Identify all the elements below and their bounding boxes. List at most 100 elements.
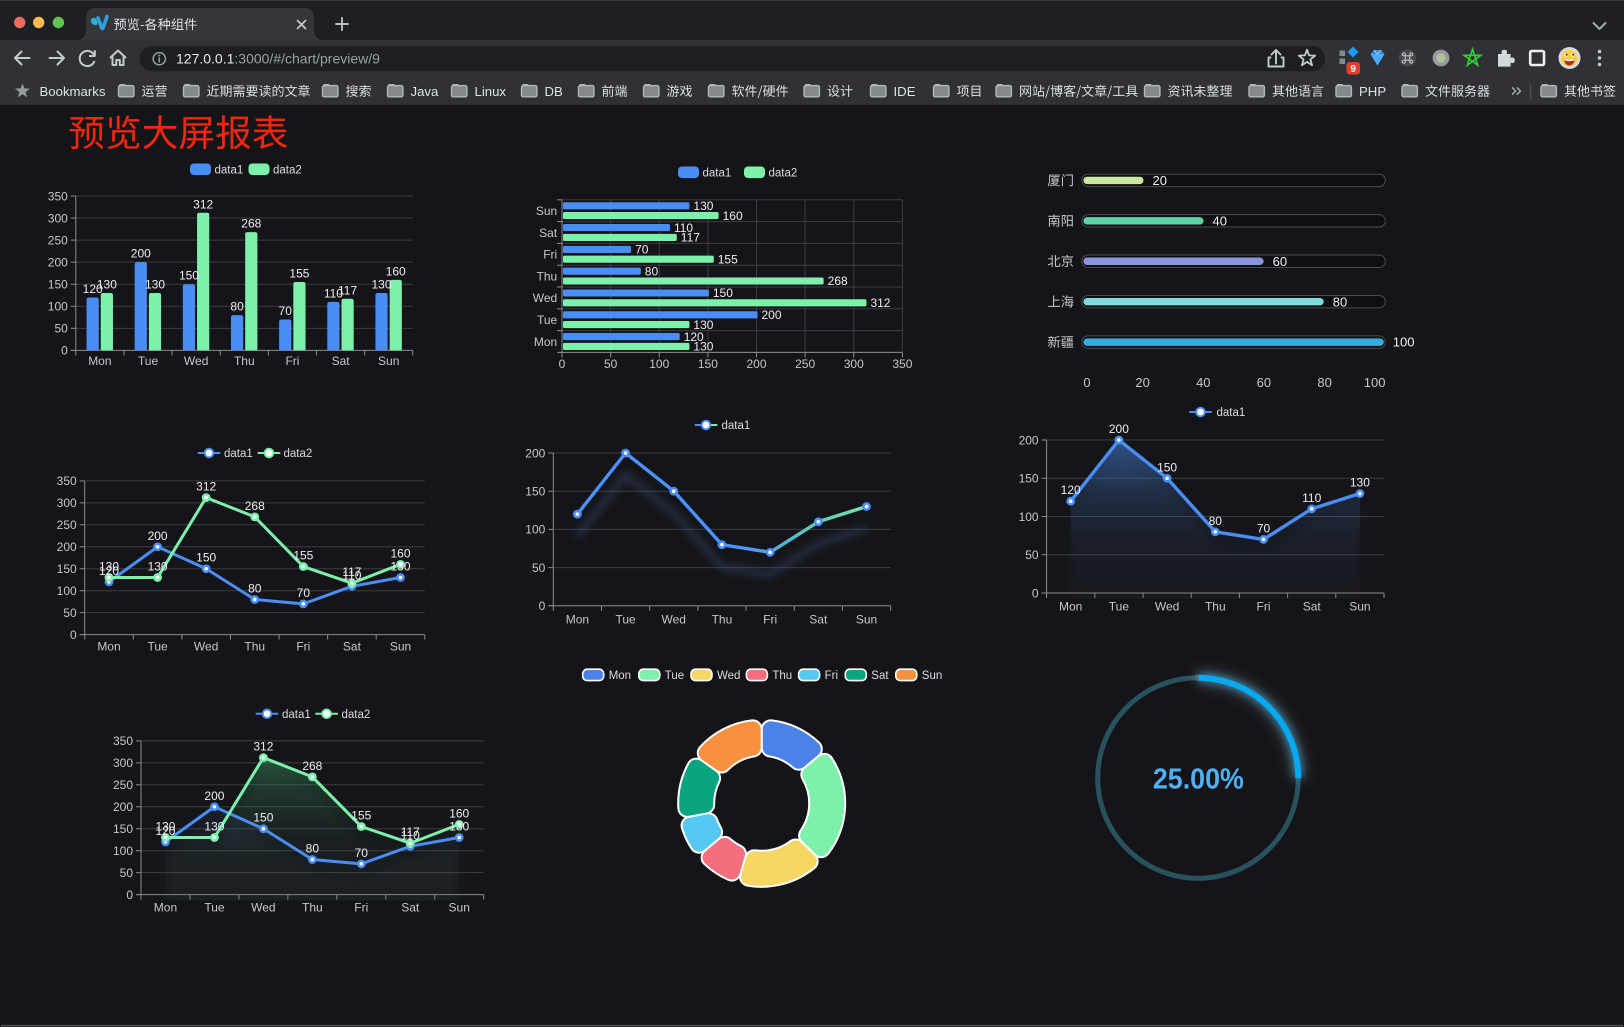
svg-text:300: 300 xyxy=(844,357,864,371)
svg-text:110: 110 xyxy=(1302,491,1321,505)
svg-text:data1: data1 xyxy=(703,167,732,179)
svg-text:data1: data1 xyxy=(1217,407,1246,419)
svg-text:155: 155 xyxy=(289,267,309,281)
svg-text:127.0.0.1:3000/#/chart/preview: 127.0.0.1:3000/#/chart/preview/9 xyxy=(176,50,380,66)
svg-text:120: 120 xyxy=(1061,483,1081,497)
svg-text:150: 150 xyxy=(57,562,77,576)
svg-text:70: 70 xyxy=(1257,521,1271,535)
svg-text:100: 100 xyxy=(1393,335,1415,350)
svg-text:70: 70 xyxy=(635,243,649,257)
svg-text:312: 312 xyxy=(196,480,216,494)
svg-text:130: 130 xyxy=(1350,476,1370,490)
svg-text:80: 80 xyxy=(230,300,244,314)
svg-text:0: 0 xyxy=(1032,586,1039,600)
svg-text:Tue: Tue xyxy=(204,901,225,915)
svg-text:data2: data2 xyxy=(273,164,302,176)
svg-text:Mon: Mon xyxy=(609,670,631,682)
svg-text:130: 130 xyxy=(99,560,119,574)
svg-text:268: 268 xyxy=(828,274,848,288)
svg-text:data1: data1 xyxy=(282,709,311,721)
svg-text:200: 200 xyxy=(48,255,68,269)
svg-text:Wed: Wed xyxy=(662,613,686,627)
svg-text:Sun: Sun xyxy=(378,354,399,368)
svg-text:Fri: Fri xyxy=(1257,600,1271,614)
svg-text:100: 100 xyxy=(649,357,669,371)
svg-text:50: 50 xyxy=(604,357,618,371)
svg-text:Sat: Sat xyxy=(539,226,558,240)
svg-text:Tue: Tue xyxy=(615,613,636,627)
svg-text:250: 250 xyxy=(57,518,77,532)
svg-text:Tue: Tue xyxy=(147,640,168,654)
svg-text:130: 130 xyxy=(390,560,410,574)
svg-text:268: 268 xyxy=(241,217,261,231)
svg-text:200: 200 xyxy=(113,800,133,814)
svg-text:130: 130 xyxy=(97,278,117,292)
svg-text:150: 150 xyxy=(196,551,216,565)
svg-text:150: 150 xyxy=(253,811,273,825)
svg-text:120: 120 xyxy=(684,330,704,344)
svg-text:200: 200 xyxy=(148,529,168,543)
svg-text:Mon: Mon xyxy=(1059,600,1082,614)
svg-text:data1: data1 xyxy=(722,420,751,432)
svg-text:80: 80 xyxy=(645,264,659,278)
svg-text:130: 130 xyxy=(148,560,168,574)
svg-text:350: 350 xyxy=(57,474,77,488)
svg-text:300: 300 xyxy=(57,496,77,510)
svg-text:150: 150 xyxy=(1019,472,1039,486)
svg-text:130: 130 xyxy=(372,278,392,292)
svg-text:268: 268 xyxy=(302,759,322,773)
svg-text:150: 150 xyxy=(113,822,133,836)
svg-text:Sat: Sat xyxy=(343,640,362,654)
svg-text:350: 350 xyxy=(113,734,133,748)
svg-text:data2: data2 xyxy=(284,448,313,460)
svg-text:70: 70 xyxy=(297,586,311,600)
svg-text:20: 20 xyxy=(1152,173,1166,188)
svg-text:200: 200 xyxy=(57,540,77,554)
svg-text:150: 150 xyxy=(698,357,718,371)
svg-text:Wed: Wed xyxy=(194,640,218,654)
svg-text:0: 0 xyxy=(559,357,566,371)
svg-text:Mon: Mon xyxy=(534,335,557,349)
svg-text:110: 110 xyxy=(324,286,343,300)
svg-text:Mon: Mon xyxy=(566,613,589,627)
svg-text:Thu: Thu xyxy=(712,613,733,627)
svg-text:350: 350 xyxy=(892,357,912,371)
svg-text:200: 200 xyxy=(762,308,782,322)
svg-text:Java: Java xyxy=(411,84,440,99)
svg-text:Tue: Tue xyxy=(138,354,159,368)
svg-text:Sat: Sat xyxy=(871,670,889,682)
svg-text:130: 130 xyxy=(204,820,224,834)
svg-text:Wed: Wed xyxy=(1155,600,1179,614)
svg-text:Fri: Fri xyxy=(825,670,838,682)
svg-text:Bookmarks: Bookmarks xyxy=(40,84,106,99)
svg-text:117: 117 xyxy=(401,825,420,839)
svg-text:155: 155 xyxy=(718,252,738,266)
svg-text:Sat: Sat xyxy=(809,613,828,627)
svg-text:200: 200 xyxy=(204,789,224,803)
svg-text:Thu: Thu xyxy=(244,640,265,654)
svg-text:70: 70 xyxy=(279,304,293,318)
svg-text:Thu: Thu xyxy=(772,670,792,682)
svg-text:Sun: Sun xyxy=(536,204,557,218)
svg-text:150: 150 xyxy=(1157,460,1177,474)
svg-text:Fri: Fri xyxy=(354,901,368,915)
svg-text:150: 150 xyxy=(713,286,733,300)
svg-text:117: 117 xyxy=(338,283,357,297)
svg-text:0: 0 xyxy=(1083,375,1090,390)
svg-text:Sun: Sun xyxy=(449,901,470,915)
svg-text:150: 150 xyxy=(525,485,545,499)
svg-text:312: 312 xyxy=(870,296,890,310)
svg-text:200: 200 xyxy=(1019,433,1039,447)
svg-text:100: 100 xyxy=(113,844,133,858)
svg-text:200: 200 xyxy=(131,247,151,261)
svg-text:80: 80 xyxy=(1209,514,1223,528)
svg-text:160: 160 xyxy=(723,209,743,223)
svg-text:data2: data2 xyxy=(342,709,371,721)
svg-text:Thu: Thu xyxy=(537,269,558,283)
svg-text:100: 100 xyxy=(525,523,545,537)
svg-text:40: 40 xyxy=(1196,375,1210,390)
svg-text:Wed: Wed xyxy=(251,901,275,915)
svg-text:0: 0 xyxy=(126,888,133,902)
svg-text:PHP: PHP xyxy=(1359,84,1386,99)
svg-text:Sun: Sun xyxy=(922,670,942,682)
